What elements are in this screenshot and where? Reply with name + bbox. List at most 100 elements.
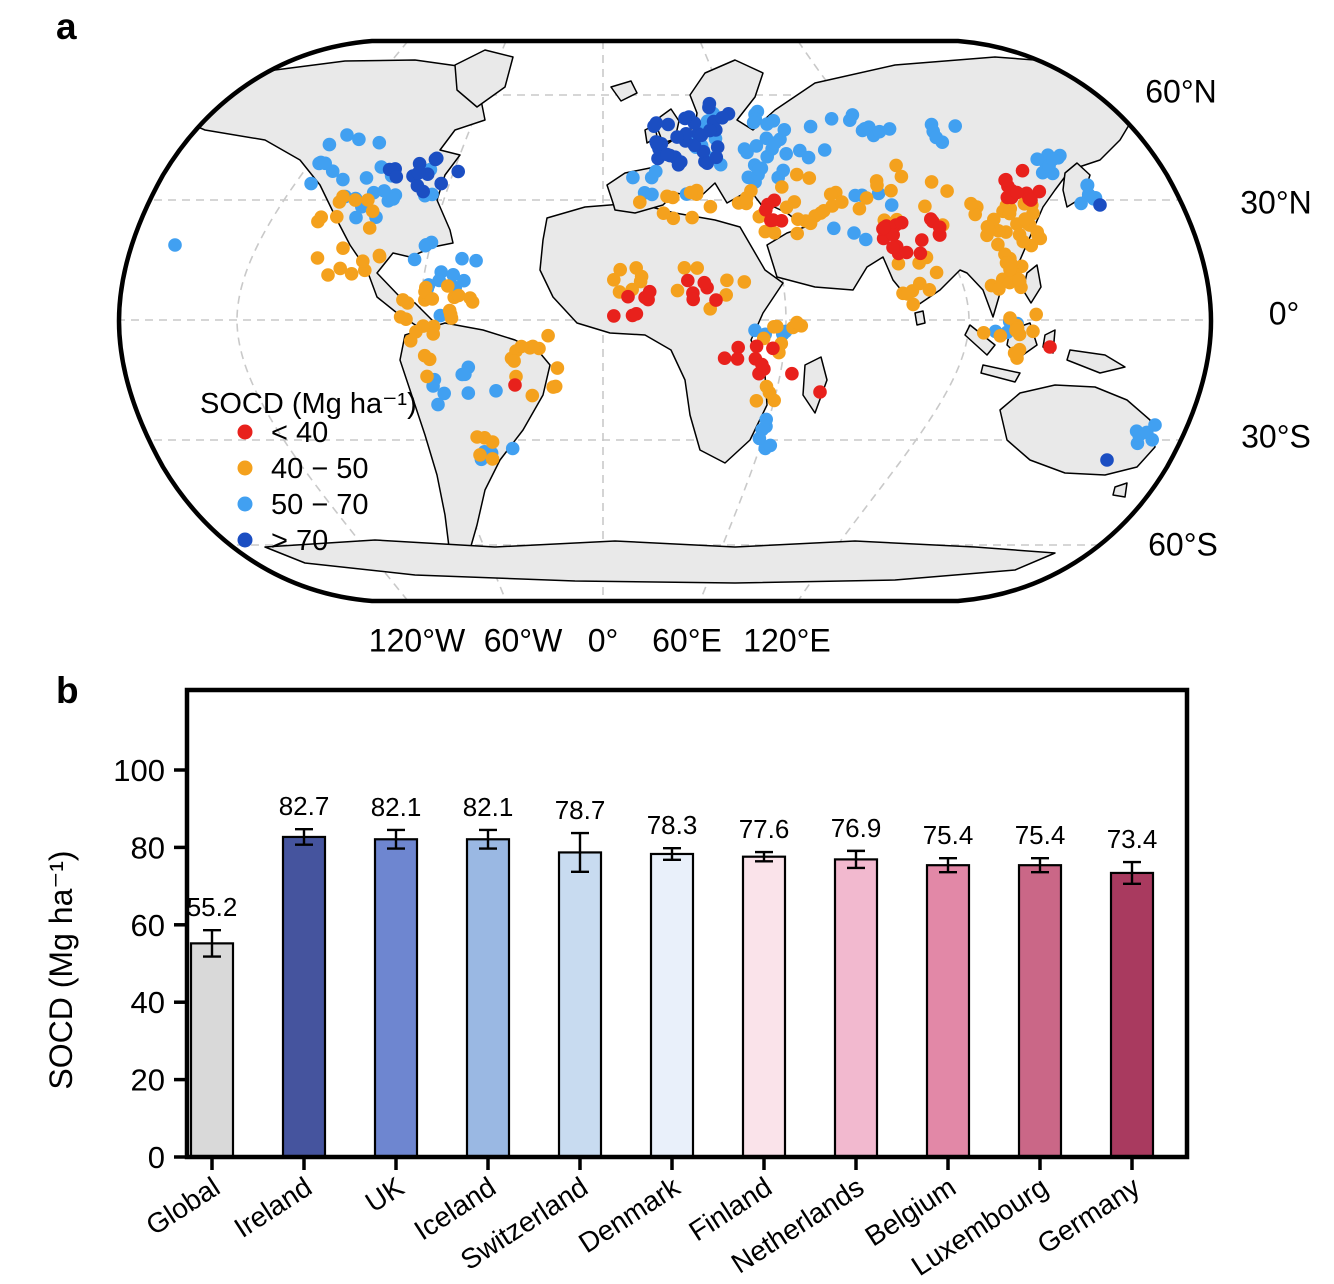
map-dot (441, 279, 455, 293)
map-dot (702, 96, 717, 111)
map-dot (1007, 346, 1022, 360)
map-dot (859, 191, 874, 205)
lat-label-30s: 30°S (1241, 418, 1311, 455)
map-dot (886, 240, 900, 255)
bar-value-label: 75.4 (923, 820, 974, 850)
map-dot (709, 293, 723, 307)
map-dot (681, 273, 695, 288)
map-dot (759, 379, 774, 394)
map-dot (458, 367, 472, 382)
map-dot (340, 128, 354, 142)
bar-denmark (649, 852, 695, 1159)
map-dot (613, 262, 627, 277)
map-dot (768, 136, 782, 150)
map-dot (372, 248, 387, 263)
map-dot (457, 273, 471, 288)
map-dot (393, 310, 408, 324)
map-dot (776, 163, 790, 178)
map-dot (964, 196, 978, 211)
x-tick-label: Ireland (229, 1171, 318, 1244)
map-dot (333, 261, 347, 276)
map-dot (670, 283, 685, 298)
map-dot (1009, 323, 1023, 338)
map-dot (690, 261, 704, 275)
map-dot (361, 193, 375, 207)
panel-a-label: a (56, 6, 77, 47)
map-dot (1074, 196, 1088, 211)
map-dot (411, 166, 426, 180)
map-dot (779, 147, 793, 161)
map-dot (915, 233, 929, 247)
bar-global (189, 942, 235, 1159)
map-dot (760, 117, 774, 131)
map-dot (455, 251, 469, 266)
map-dot (470, 430, 484, 444)
map-dot (1012, 227, 1027, 242)
plot-frame (184, 687, 1190, 1160)
map-dot (817, 204, 831, 218)
map-dot (929, 265, 944, 280)
map-dot (1030, 152, 1044, 166)
map-dot (1010, 185, 1024, 200)
map-dot (386, 192, 401, 206)
lat-label-30n: 30°N (1240, 184, 1312, 221)
map-dot (396, 293, 410, 307)
map-legend: SOCD (Mg ha⁻¹)< 40 40 − 50 50 − 70 > 70 (200, 388, 417, 557)
map-dot (359, 171, 374, 185)
map-dot (1032, 184, 1047, 199)
map-dot (709, 150, 724, 165)
map-dot (318, 156, 332, 171)
map-legend-title: SOCD (Mg ha⁻¹) (200, 388, 417, 420)
map-dot (685, 210, 699, 225)
map-dot (717, 351, 732, 366)
bar-value-label: 55.2 (187, 892, 238, 922)
bar-switzerland (557, 851, 603, 1159)
map-dot (304, 176, 318, 191)
map-dot (948, 119, 962, 133)
map-dot (425, 292, 440, 306)
map-dot (889, 158, 903, 173)
y-tick-label: 60 (131, 908, 165, 943)
map-dot (906, 297, 920, 312)
map-dot (418, 238, 433, 253)
map-dot (314, 210, 328, 224)
map-dot (465, 295, 480, 309)
map-dot (767, 320, 781, 334)
map-dot (899, 245, 914, 260)
map-dot (774, 214, 789, 228)
map-dot (461, 386, 476, 400)
map-dot (719, 288, 733, 302)
land-tasmania (1112, 482, 1128, 498)
map-dot (739, 191, 754, 205)
map-dot (683, 185, 698, 200)
map-dot (763, 438, 778, 453)
map-dot (976, 326, 991, 340)
map-dot (489, 384, 503, 398)
map-dot (913, 276, 927, 291)
map-dot (766, 341, 780, 356)
map-dot (813, 385, 827, 399)
map-dot (823, 187, 838, 202)
map-dot (336, 241, 350, 255)
map-dot (526, 339, 540, 354)
world-map: SOCD (Mg ha⁻¹)< 40 40 − 50 50 − 70 > 70 (116, 38, 1214, 604)
bar-value-label: 76.9 (831, 813, 882, 843)
map-dot (1093, 198, 1107, 212)
map-dot (968, 207, 982, 222)
map-dot (749, 339, 764, 354)
land-java (980, 364, 1021, 383)
map-dot (485, 435, 500, 449)
map-dot (940, 184, 954, 198)
map-dot (843, 113, 857, 127)
map-dot (1012, 272, 1026, 287)
land-sri-lanka (914, 310, 926, 326)
map-dot (891, 256, 906, 271)
x-tick-label: Global (141, 1171, 226, 1241)
bar-value-label: 82.1 (463, 792, 514, 822)
lon-label-60e: 60°E (652, 622, 722, 659)
map-dot (929, 130, 943, 145)
map-dot (790, 167, 804, 182)
map-dot (321, 268, 335, 282)
map-dot (1018, 212, 1032, 226)
